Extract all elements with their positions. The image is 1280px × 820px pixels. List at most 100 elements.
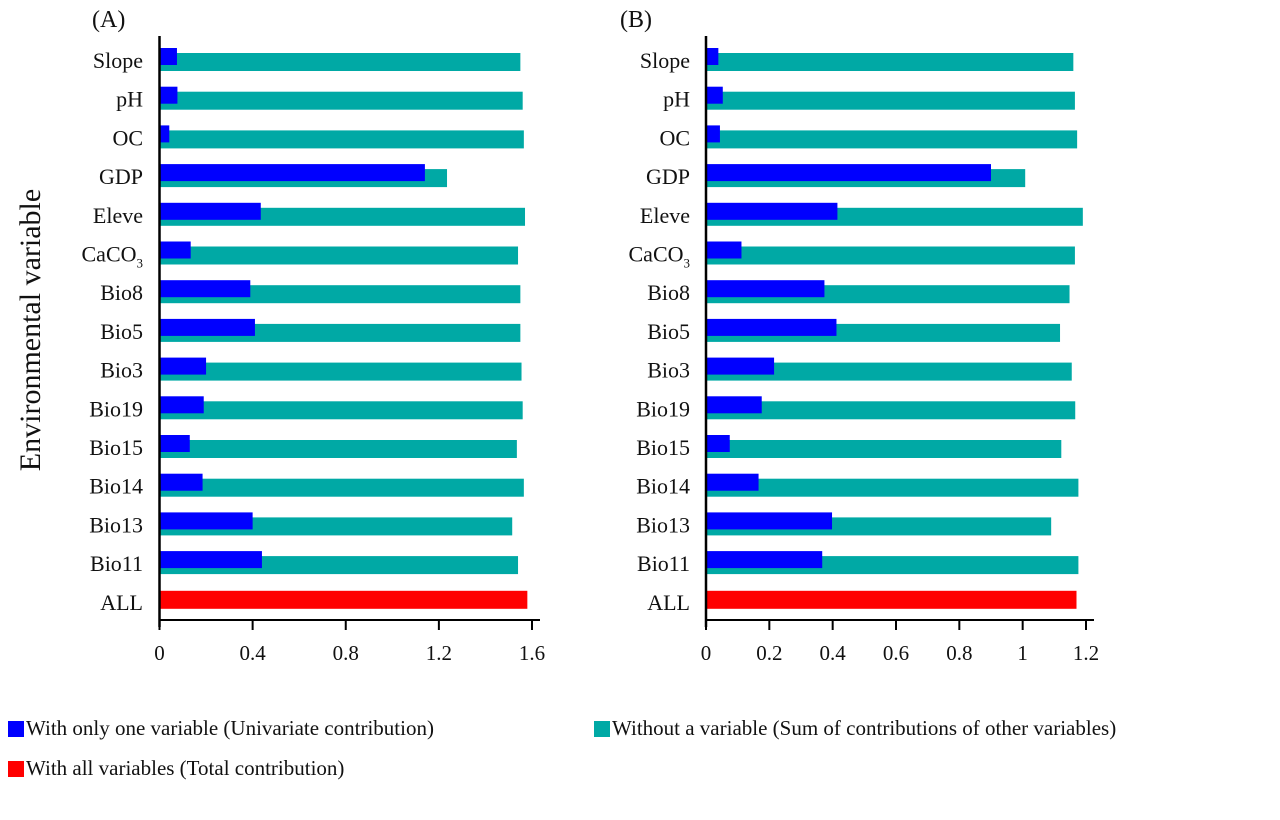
category-label: ALL: [647, 590, 690, 615]
legend-item-total: With all variables (Total contribution): [8, 756, 344, 781]
bar-without-variable: [159, 246, 519, 265]
category-label: Bio19: [89, 396, 143, 421]
x-tick-label: 0.6: [883, 641, 909, 665]
legend-item-univariate: With only one variable (Univariate contr…: [8, 716, 434, 741]
category-label: CaCO3: [82, 242, 144, 271]
bar-univariate: [159, 164, 425, 182]
bar-univariate: [706, 512, 833, 530]
y-axis-title: Environmental variable: [14, 189, 47, 471]
bar-without-variable: [706, 53, 1074, 71]
x-tick-label: 0.4: [240, 641, 267, 665]
category-label: CaCO3: [629, 242, 691, 271]
bar-without-variable: [159, 362, 522, 381]
category-label: pH: [116, 87, 143, 112]
x-tick-label: 1.2: [426, 641, 452, 665]
bar-without-variable: [706, 401, 1076, 420]
category-label: Bio5: [100, 319, 143, 344]
bar-without-variable: [706, 440, 1062, 458]
legend: With only one variable (Univariate contr…: [8, 706, 1278, 816]
bar-univariate: [706, 48, 719, 65]
category-label: Bio8: [100, 280, 143, 305]
x-tick-label: 0.4: [820, 641, 847, 665]
bar-without-variable: [159, 478, 524, 497]
bar-univariate: [706, 241, 742, 259]
bar-univariate: [159, 435, 190, 452]
x-tick-label: 1: [1017, 641, 1028, 665]
bar-without-variable: [706, 91, 1075, 110]
bar-univariate: [706, 396, 762, 414]
panel-a: (A) Slope pH OC GDP Eleve CaCO3 Bio8 Bio5 Bio3 Bio…: [82, 7, 546, 700]
bar-univariate: [159, 86, 178, 104]
category-label: pH: [663, 87, 690, 112]
category-label: GDP: [99, 164, 143, 189]
bar-total: [706, 590, 1077, 609]
bar-univariate: [159, 241, 191, 259]
bar-univariate: [706, 357, 775, 375]
figure: Environmental variable (A) Slope pH OC GDP El…: [14, 7, 1099, 700]
x-tick-label: 1.2: [1073, 641, 1099, 665]
panel-label: (B): [620, 7, 652, 33]
category-label: Bio11: [637, 551, 690, 576]
bar-without-variable: [159, 401, 523, 420]
bar-univariate: [706, 280, 825, 298]
category-label: Bio3: [647, 358, 690, 383]
bar-univariate: [706, 318, 837, 336]
legend-swatch-teal: [594, 720, 610, 737]
category-label: GDP: [646, 164, 690, 189]
x-tick-label: 0.8: [333, 641, 359, 665]
category-label: OC: [659, 125, 690, 150]
bar-univariate: [706, 86, 723, 104]
bar-univariate: [706, 202, 838, 220]
panel-label: (A): [92, 7, 125, 33]
x-tick-label: 0: [154, 641, 165, 665]
legend-label: With all variables (Total contribution): [26, 756, 345, 780]
category-label: Bio13: [89, 512, 143, 537]
bar-univariate: [159, 551, 262, 569]
bar-univariate: [706, 551, 823, 569]
legend-label: With only one variable (Univariate contr…: [26, 716, 434, 740]
category-label: Bio15: [636, 435, 690, 460]
category-label: Eleve: [93, 203, 143, 228]
bar-without-variable: [706, 362, 1072, 381]
bar-without-variable: [706, 130, 1078, 149]
category-label: Bio19: [636, 396, 690, 421]
bar-univariate: [159, 48, 177, 65]
x-tick-label: 0.8: [946, 641, 972, 665]
bar-univariate: [159, 280, 251, 298]
category-label: Bio3: [100, 358, 143, 383]
legend-swatch-blue: [8, 720, 24, 737]
bar-univariate: [706, 473, 759, 491]
x-axis-title: Regularized training gain: [245, 699, 459, 700]
bar-univariate: [159, 357, 207, 375]
category-label: Eleve: [640, 203, 690, 228]
category-label: Bio11: [90, 551, 143, 576]
x-axis-title: Test gain: [858, 699, 935, 700]
bar-univariate: [159, 512, 253, 530]
bar-univariate: [159, 318, 255, 336]
legend-swatch-red: [8, 760, 24, 777]
category-label: Bio14: [636, 474, 690, 499]
bar-univariate: [159, 202, 261, 220]
bar-univariate: [706, 125, 720, 143]
bar-univariate: [159, 473, 203, 491]
category-label: Bio5: [647, 319, 690, 344]
bar-univariate: [706, 435, 730, 452]
category-label: Bio15: [89, 435, 143, 460]
bar-univariate: [159, 396, 204, 414]
subscript: 3: [684, 256, 691, 271]
bar-without-variable: [706, 478, 1079, 497]
category-label: Bio14: [89, 474, 143, 499]
x-tick-label: 0.2: [756, 641, 782, 665]
legend-label: Without a variable (Sum of contributions…: [612, 716, 1117, 740]
category-label: Bio8: [647, 280, 690, 305]
category-label: ALL: [100, 590, 143, 615]
bar-total: [159, 590, 528, 609]
subscript: 3: [137, 256, 144, 271]
x-tick-label: 0: [701, 641, 712, 665]
bar-without-variable: [159, 440, 517, 458]
bar-without-variable: [706, 246, 1075, 265]
panel-b: (B) Slope pH OC GDP Eleve CaCO3 Bio8 Bio5 Bio3 Bio…: [620, 7, 1099, 700]
bar-univariate: [159, 125, 170, 143]
category-label: OC: [112, 125, 143, 150]
legend-item-without-variable: Without a variable (Sum of contributions…: [594, 716, 1116, 741]
